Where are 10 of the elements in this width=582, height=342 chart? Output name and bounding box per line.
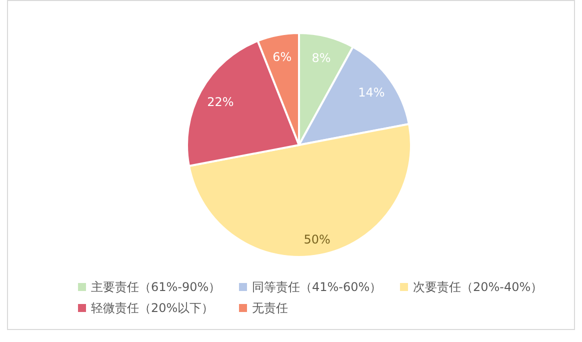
data-label: 50% <box>304 232 330 247</box>
legend-label: 主要责任（61%-90%） <box>91 280 221 294</box>
legend-label: 无责任 <box>252 301 288 315</box>
legend-label: 轻微责任（20%以下） <box>91 301 214 315</box>
data-label: 8% <box>312 51 331 66</box>
data-label: 14% <box>358 85 385 100</box>
data-label: 22% <box>207 94 234 109</box>
legend-label: 次要责任（20%-40%） <box>413 280 543 294</box>
legend-label: 同等责任（41%-60%） <box>252 280 382 294</box>
data-label: 6% <box>272 50 292 64</box>
